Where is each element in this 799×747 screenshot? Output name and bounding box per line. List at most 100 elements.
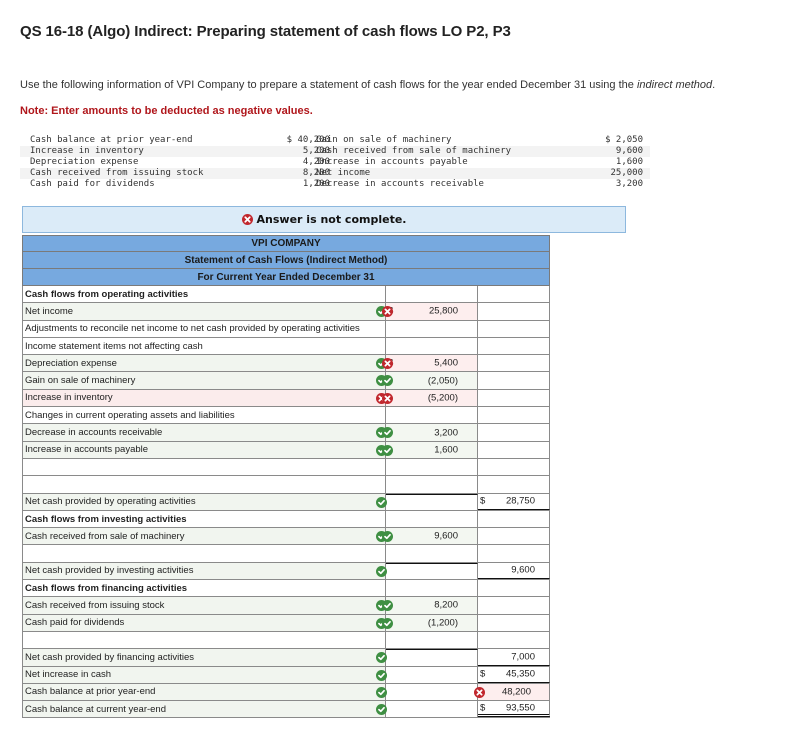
amount-input-col2[interactable] bbox=[386, 407, 478, 424]
banner-text: Answer is not complete. bbox=[256, 213, 407, 226]
amount-input-col3[interactable] bbox=[478, 580, 550, 597]
amount-input-col3[interactable] bbox=[478, 337, 550, 355]
statement-row: Gain on sale of machinery (2,050) bbox=[22, 372, 550, 390]
row-label: Gain on sale of machinery bbox=[22, 372, 386, 389]
amount-input-col3[interactable] bbox=[478, 476, 550, 493]
amount-input-col2[interactable] bbox=[386, 701, 478, 718]
correct-check-icon bbox=[376, 686, 387, 698]
row-label[interactable] bbox=[22, 545, 386, 562]
statement-row: Cash flows from investing activities bbox=[22, 510, 550, 529]
amount-input-col3[interactable]: $45,350 bbox=[478, 666, 550, 683]
row-label[interactable] bbox=[22, 631, 386, 649]
given-row: Increase in inventory 5,200 Cash receive… bbox=[20, 146, 650, 157]
amount-input-col2[interactable]: $5,400 bbox=[382, 355, 478, 372]
amount-input-col3[interactable]: $28,750 bbox=[478, 493, 550, 510]
amount-input-col2[interactable] bbox=[386, 510, 478, 528]
row-label-text: Changes in current operating assets and … bbox=[25, 409, 235, 421]
amount-input-col3[interactable] bbox=[478, 458, 550, 476]
amount-input-col2[interactable] bbox=[386, 649, 478, 666]
row-label-text: Cash received from issuing stock bbox=[25, 599, 165, 611]
row-label-text: Increase in accounts payable bbox=[25, 444, 149, 456]
amount-input-col2[interactable] bbox=[386, 631, 478, 649]
amount-value: 5,400 bbox=[434, 357, 458, 369]
amount-input-col2[interactable]: (1,200) bbox=[382, 614, 478, 631]
amount-input-col2[interactable] bbox=[386, 545, 478, 562]
statement-title-header: Statement of Cash Flows (Indirect Method… bbox=[22, 252, 550, 269]
given-label: Increase in inventory bbox=[30, 146, 144, 156]
given-label: Cash balance at prior year-end bbox=[30, 135, 193, 145]
given-row: Depreciation expense 4,200 Increase in a… bbox=[20, 157, 650, 168]
amount-input-col3[interactable]: 48,200 bbox=[474, 683, 550, 701]
amount-input-col3[interactable] bbox=[478, 528, 550, 545]
amount-input-col3[interactable] bbox=[478, 286, 550, 303]
amount-input-col2[interactable] bbox=[386, 320, 478, 337]
correct-check-icon bbox=[382, 444, 393, 456]
row-label-text: Cash flows from operating activities bbox=[25, 288, 189, 300]
amount-input-col3[interactable] bbox=[478, 597, 550, 614]
amount-input-col3[interactable] bbox=[478, 389, 550, 407]
given-label: Cash paid for dividends bbox=[30, 179, 155, 189]
statement-row: Depreciation expense $5,400 bbox=[22, 355, 550, 373]
amount-input-col3[interactable] bbox=[478, 407, 550, 424]
given-label: Cash received from sale of machinery bbox=[316, 146, 512, 156]
amount-input-col3[interactable]: $93,550 bbox=[478, 701, 550, 718]
amount-input-col2[interactable]: $25,800 bbox=[382, 303, 478, 320]
amount-value: 3,200 bbox=[434, 427, 458, 439]
cash-flow-statement: VPI COMPANY Statement of Cash Flows (Ind… bbox=[22, 235, 550, 719]
amount-input-col2[interactable]: 8,200 bbox=[382, 597, 478, 614]
incorrect-x-icon bbox=[474, 686, 485, 698]
given-row: Cash received from issuing stock 8,200 N… bbox=[20, 168, 650, 179]
dollar-sign: $ bbox=[480, 495, 486, 507]
row-label: Increase in inventory bbox=[22, 389, 386, 407]
incorrect-x-icon bbox=[382, 392, 393, 404]
amount-input-col2[interactable]: 1,600 bbox=[382, 441, 478, 458]
amount-input-col3[interactable] bbox=[478, 510, 550, 528]
row-label: Cash flows from investing activities bbox=[22, 510, 386, 528]
amount-input-col3[interactable] bbox=[478, 631, 550, 649]
error-icon bbox=[241, 214, 253, 225]
amount-input-col2[interactable]: (5,200) bbox=[382, 389, 478, 407]
amount-input-col2[interactable] bbox=[386, 458, 478, 476]
amount-input-col2[interactable] bbox=[386, 476, 478, 493]
amount-input-col2[interactable]: 3,200 bbox=[382, 424, 478, 441]
given-label: Decrease in accounts receivable bbox=[316, 179, 484, 189]
amount-input-col3[interactable] bbox=[478, 320, 550, 337]
amount-input-col2[interactable] bbox=[386, 562, 478, 580]
amount-input-col2[interactable] bbox=[386, 683, 478, 701]
statement-row: Cash flows from operating activities bbox=[22, 286, 550, 304]
amount-input-col2[interactable] bbox=[386, 337, 478, 355]
statement-company-header: VPI COMPANY bbox=[22, 235, 550, 252]
given-label: Gain on sale of machinery bbox=[316, 135, 452, 145]
row-label: Cash received from sale of machinery bbox=[22, 528, 386, 545]
row-label: Cash flows from operating activities bbox=[22, 286, 386, 303]
statement-row: Net income $25,800 bbox=[22, 303, 550, 321]
row-label[interactable] bbox=[22, 458, 386, 476]
row-label[interactable] bbox=[22, 476, 386, 493]
statement-row: Cash balance at current year-end $93,550 bbox=[22, 701, 550, 719]
amount-input-col3[interactable]: 7,000 bbox=[478, 649, 550, 666]
amount-input-col2[interactable]: (2,050) bbox=[382, 372, 478, 389]
amount-input-col3[interactable] bbox=[478, 372, 550, 389]
statement-row bbox=[22, 476, 550, 494]
given-value: 3,200 bbox=[615, 179, 643, 189]
row-label: Cash received from issuing stock bbox=[22, 597, 386, 614]
amount-input-col3[interactable] bbox=[478, 424, 550, 441]
amount-input-col3[interactable] bbox=[478, 614, 550, 631]
amount-input-col3[interactable] bbox=[478, 303, 550, 320]
amount-input-col2[interactable] bbox=[386, 666, 478, 683]
correct-check-icon bbox=[376, 496, 387, 508]
amount-input-col3[interactable] bbox=[478, 355, 550, 372]
amount-value: 8,200 bbox=[434, 599, 458, 611]
amount-input-col2[interactable]: 9,600 bbox=[382, 528, 478, 545]
given-value: 8,200 bbox=[302, 168, 330, 178]
amount-input-col2[interactable] bbox=[386, 493, 478, 510]
row-label: Cash paid for dividends bbox=[22, 614, 386, 631]
instruction-emphasis: indirect method bbox=[636, 79, 713, 91]
amount-input-col3[interactable]: 9,600 bbox=[478, 562, 550, 580]
given-label: Cash received from issuing stock bbox=[30, 168, 204, 178]
amount-input-col3[interactable] bbox=[478, 545, 550, 562]
amount-input-col2[interactable] bbox=[386, 580, 478, 597]
amount-input-col2[interactable] bbox=[386, 286, 478, 303]
amount-input-col3[interactable] bbox=[478, 441, 550, 458]
correct-check-icon bbox=[382, 617, 393, 629]
